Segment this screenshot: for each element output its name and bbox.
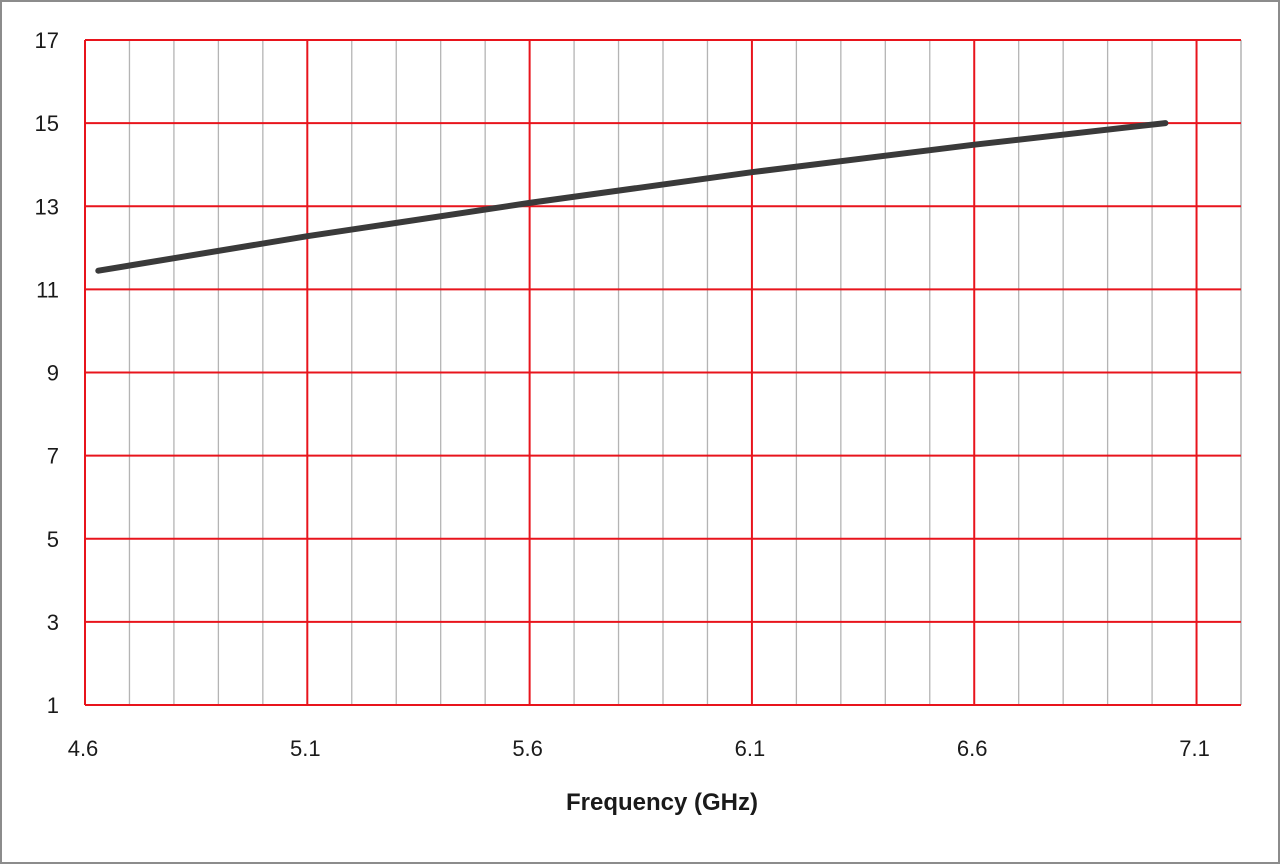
series-line [95, 120, 1169, 274]
y-tick-label: 3 [47, 610, 59, 635]
y-tick-label: 13 [35, 194, 59, 219]
y-tick-label: 5 [47, 527, 59, 552]
y-tick-label: 7 [47, 444, 59, 469]
x-axis-ticks: 4.6 5.1 5.6 6.1 6.6 7.1 [68, 736, 1210, 761]
y-tick-label: 15 [35, 111, 59, 136]
y-tick-label: 9 [47, 361, 59, 386]
x-tick-label: 5.6 [512, 736, 543, 761]
series-layer [95, 120, 1169, 274]
x-tick-label: 6.6 [957, 736, 988, 761]
x-tick-label: 7.1 [1179, 736, 1210, 761]
x-tick-label: 4.6 [68, 736, 99, 761]
y-tick-label: 11 [36, 277, 59, 302]
x-tick-label: 5.1 [290, 736, 321, 761]
y-tick-label: 1 [47, 693, 59, 718]
x-tick-label: 6.1 [735, 736, 766, 761]
major-grid [84, 39, 1241, 706]
x-axis-label: Frequency (GHz) [566, 789, 758, 816]
y-tick-label: 17 [35, 28, 59, 53]
